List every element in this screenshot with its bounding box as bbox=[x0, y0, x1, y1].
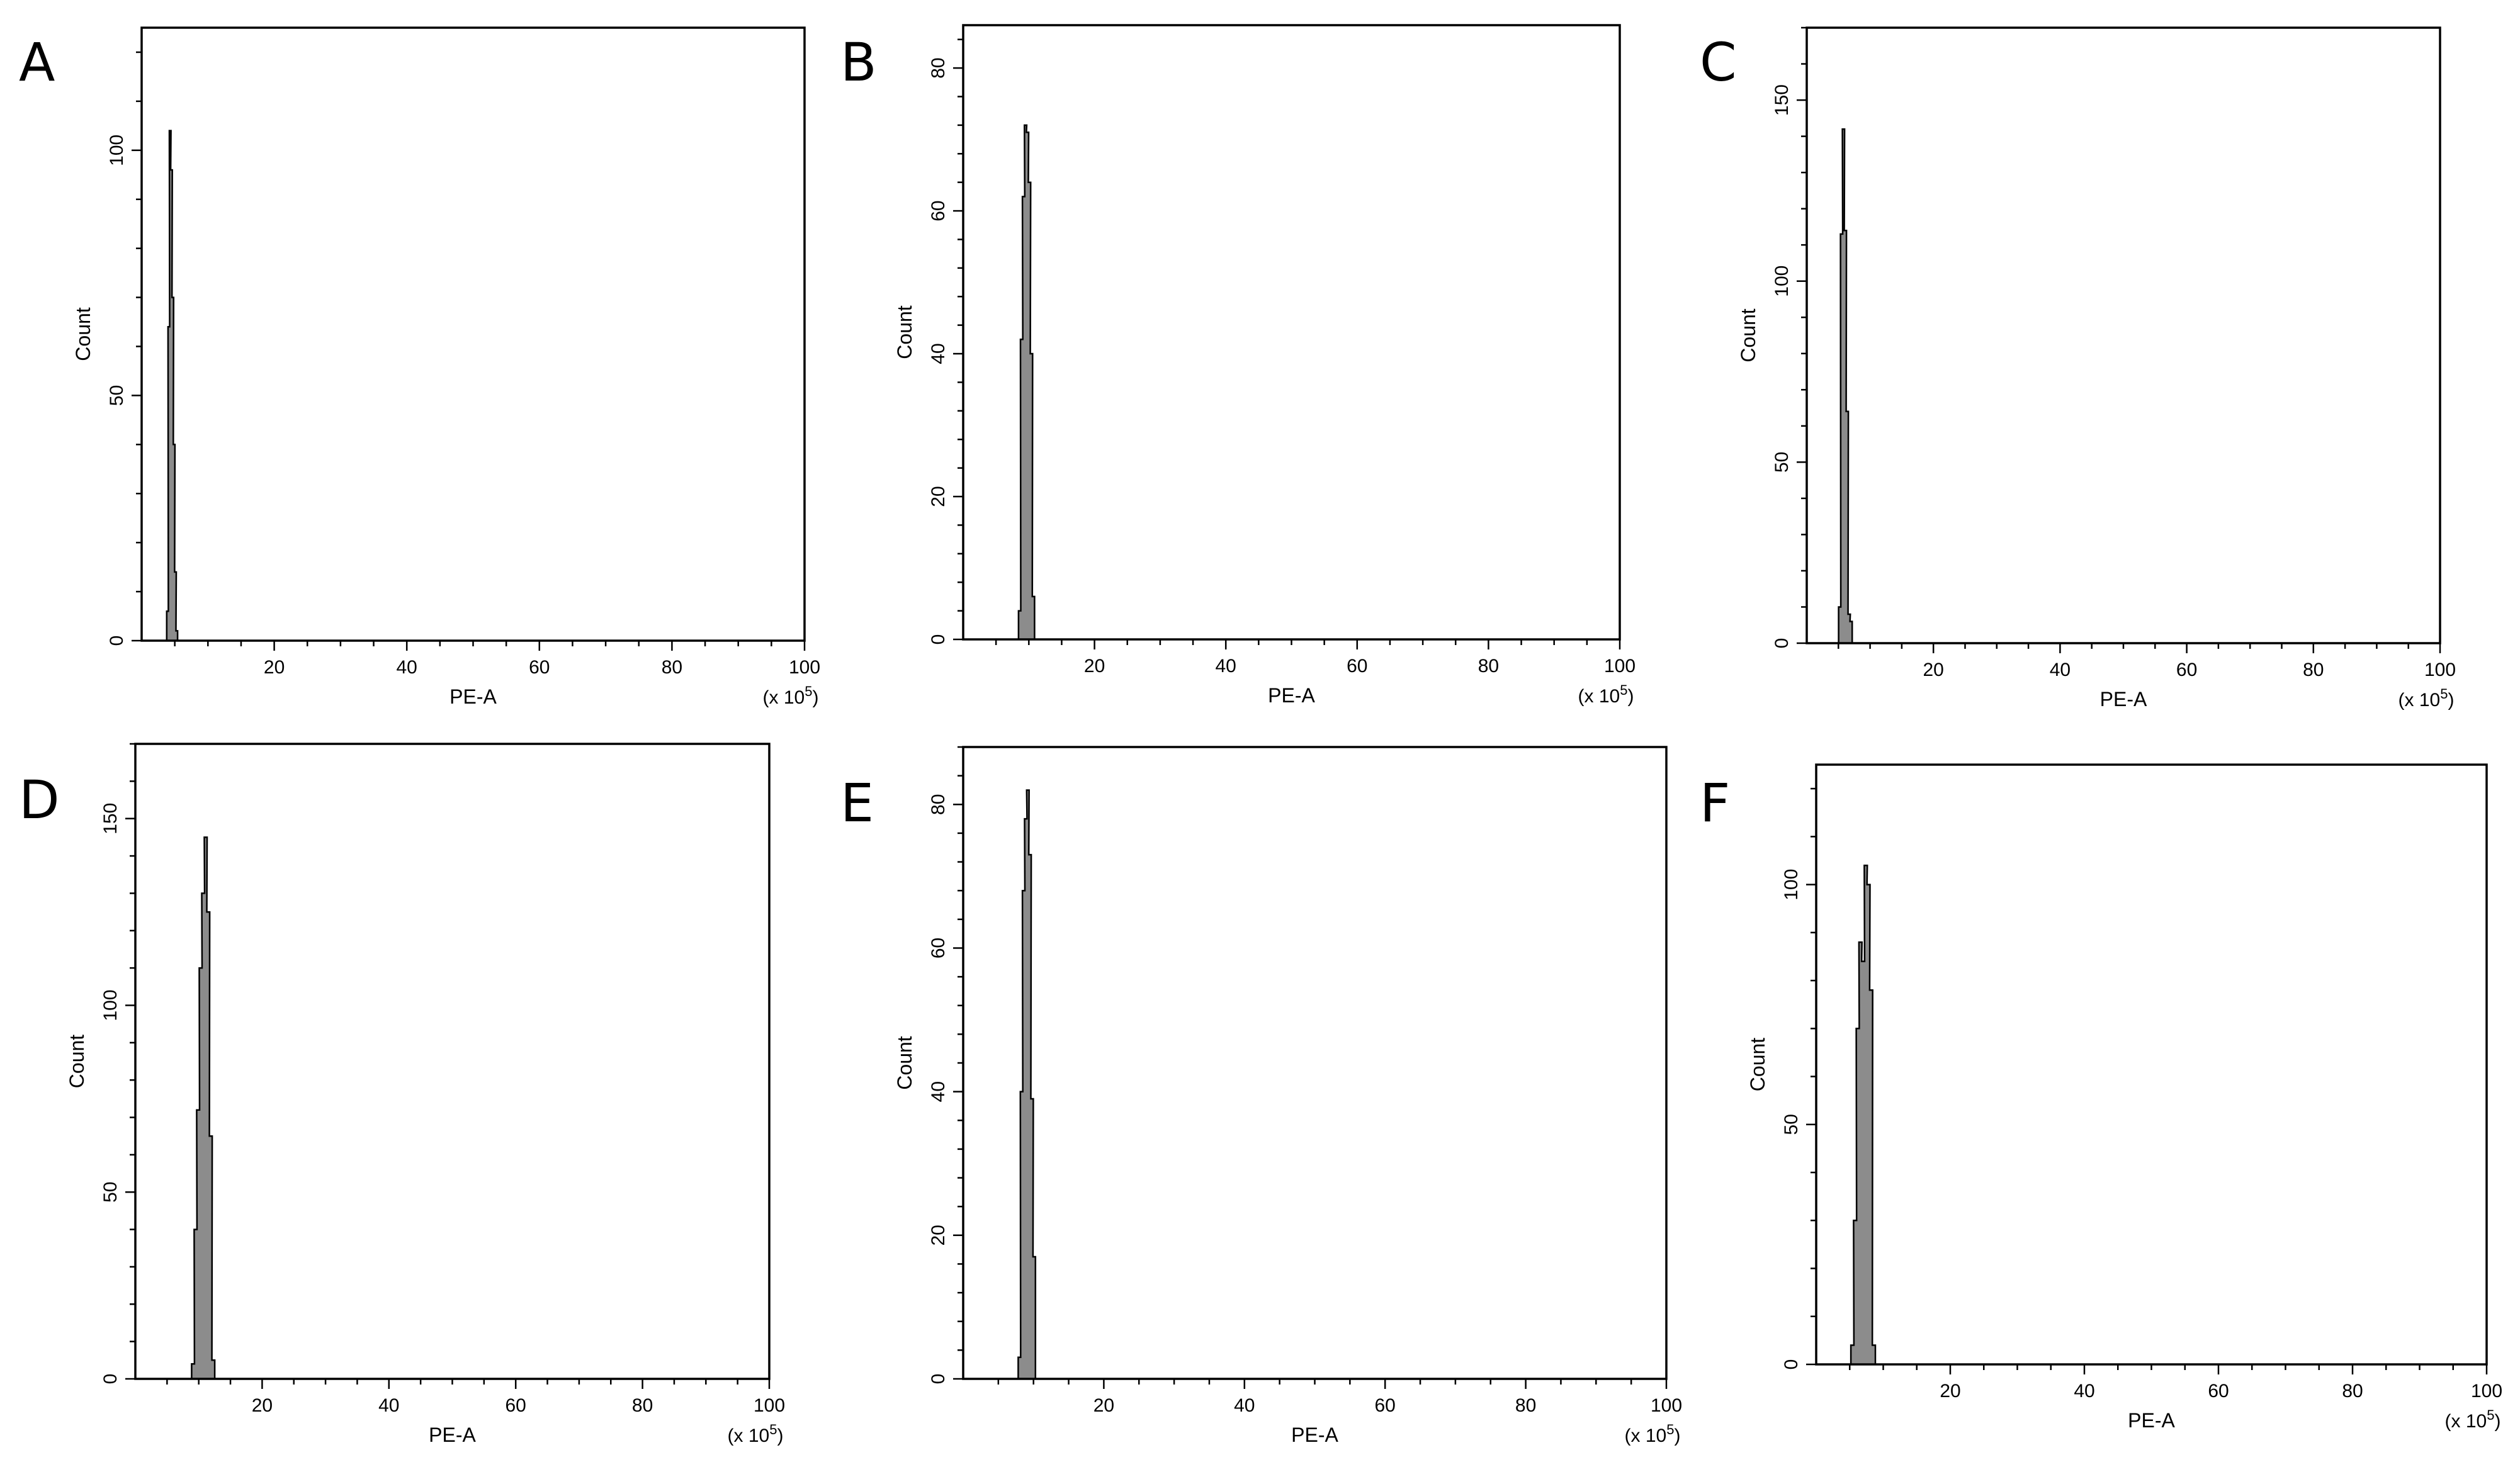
x-tick-label: 40 bbox=[1216, 656, 1236, 677]
x-axis-label: PE-A bbox=[2128, 1409, 2175, 1432]
plot-frame bbox=[140, 26, 806, 642]
y-tick-label: 150 bbox=[1771, 84, 1792, 116]
y-tick-label: 0 bbox=[928, 634, 949, 645]
y-axis-label: Count bbox=[893, 305, 916, 359]
y-tick-label: 100 bbox=[1771, 266, 1792, 297]
x-tick-label: 20 bbox=[1084, 656, 1105, 677]
y-tick-label: 150 bbox=[100, 803, 121, 834]
x-tick-label: 20 bbox=[1923, 660, 1944, 680]
y-axis-label: Count bbox=[893, 1036, 916, 1090]
x-tick-label: 80 bbox=[1515, 1395, 1536, 1416]
y-tick-label: 20 bbox=[928, 486, 949, 507]
y-tick-label: 40 bbox=[928, 1081, 949, 1102]
x-tick-label: 20 bbox=[1093, 1395, 1114, 1416]
y-tick-label: 0 bbox=[928, 1374, 949, 1385]
panel-letter: F bbox=[1700, 772, 1730, 834]
histogram-series bbox=[1838, 128, 1853, 644]
x-axis-label: PE-A bbox=[1268, 684, 1315, 707]
x-tick-label: 80 bbox=[662, 657, 682, 678]
plot-frame bbox=[134, 743, 771, 1380]
x-unit-label: (x 105) bbox=[1578, 682, 1634, 707]
y-axis-label: Count bbox=[1737, 308, 1760, 362]
y-tick-label: 60 bbox=[928, 938, 949, 958]
histogram-series bbox=[1017, 789, 1037, 1380]
x-tick-label: 40 bbox=[378, 1395, 399, 1416]
x-tick-label: 20 bbox=[264, 657, 285, 678]
y-tick-label: 50 bbox=[106, 385, 127, 406]
y-tick-label: 50 bbox=[1771, 452, 1792, 473]
x-tick-label: 100 bbox=[2471, 1381, 2502, 1402]
x-tick-label: 80 bbox=[1478, 656, 1499, 677]
histogram-series bbox=[191, 836, 216, 1380]
y-axis-label: Count bbox=[72, 307, 94, 361]
x-tick-label: 40 bbox=[2050, 660, 2071, 680]
y-tick-label: 0 bbox=[106, 636, 127, 646]
x-tick-label: 60 bbox=[2176, 660, 2197, 680]
x-tick-label: 80 bbox=[2342, 1381, 2363, 1402]
x-tick-label: 20 bbox=[1940, 1381, 1960, 1402]
x-tick-label: 100 bbox=[1651, 1395, 1682, 1416]
panel-letter: C bbox=[1700, 31, 1737, 93]
x-axis-label: PE-A bbox=[2100, 688, 2147, 711]
panel-b: B 20 40 60 80 100 0 20 40 60 80 PE-A (x 105) Count bbox=[840, 24, 1636, 707]
y-tick-label: 0 bbox=[1771, 638, 1792, 649]
y-tick-label: 60 bbox=[928, 200, 949, 221]
panel-letter: E bbox=[840, 772, 874, 834]
x-tick-label: 100 bbox=[754, 1395, 785, 1416]
y-tick-label: 100 bbox=[100, 989, 121, 1021]
x-tick-label: 100 bbox=[789, 657, 820, 678]
y-tick-label: 100 bbox=[1781, 869, 1802, 901]
y-tick-label: 0 bbox=[100, 1374, 121, 1385]
x-tick-label: 40 bbox=[1234, 1395, 1255, 1416]
x-axis-label: PE-A bbox=[1291, 1424, 1338, 1446]
x-tick-label: 60 bbox=[2208, 1381, 2229, 1402]
histogram-series bbox=[1017, 124, 1036, 641]
y-tick-label: 0 bbox=[1781, 1359, 1802, 1370]
y-tick-label: 80 bbox=[928, 57, 949, 78]
x-tick-label: 20 bbox=[252, 1395, 273, 1416]
panel-c: C 20 40 60 80 100 0 50 100 150 PE-A (x 105) Count bbox=[1700, 26, 2456, 711]
x-tick-label: 100 bbox=[2424, 660, 2456, 680]
panel-letter: D bbox=[19, 769, 60, 831]
histogram-series bbox=[1850, 864, 1877, 1366]
histogram-series bbox=[166, 130, 179, 642]
x-unit-label: (x 105) bbox=[2399, 686, 2455, 711]
panel-letter: A bbox=[19, 31, 55, 93]
y-tick-label: 100 bbox=[106, 135, 127, 166]
x-tick-label: 60 bbox=[529, 657, 550, 678]
plot-frame bbox=[962, 746, 1668, 1380]
x-axis-label: PE-A bbox=[449, 685, 497, 708]
x-axis-label: PE-A bbox=[429, 1424, 476, 1446]
x-tick-label: 40 bbox=[2074, 1381, 2094, 1402]
plot-frame bbox=[1805, 26, 2441, 644]
panel-a: A 20 40 60 80 100 0 50 100 PE-A (x 105) Count bbox=[19, 26, 820, 708]
panel-f: F 20 40 60 80 100 0 50 100 PE-A (x 105) Count bbox=[1700, 763, 2502, 1432]
y-tick-label: 50 bbox=[1781, 1114, 1802, 1135]
x-unit-label: (x 105) bbox=[2445, 1407, 2501, 1432]
panel-e: E 20 40 60 80 100 0 20 40 60 80 PE-A (x 105) Count bbox=[840, 746, 1682, 1446]
panel-letter: B bbox=[840, 31, 877, 93]
y-tick-label: 50 bbox=[100, 1182, 121, 1203]
plot-frame bbox=[1815, 763, 2488, 1366]
y-tick-label: 20 bbox=[928, 1225, 949, 1245]
panel-d: D 20 40 60 80 100 0 50 100 150 PE-A (x 105) Count bbox=[19, 743, 785, 1446]
x-tick-label: 100 bbox=[1604, 656, 1636, 677]
y-tick-label: 80 bbox=[928, 794, 949, 815]
y-axis-label: Count bbox=[65, 1035, 88, 1089]
x-tick-label: 80 bbox=[2303, 660, 2324, 680]
y-tick-label: 40 bbox=[928, 343, 949, 364]
x-tick-label: 60 bbox=[1375, 1395, 1396, 1416]
x-unit-label: (x 105) bbox=[1625, 1422, 1681, 1446]
plot-frame bbox=[962, 24, 1621, 641]
y-axis-label: Count bbox=[1746, 1038, 1769, 1092]
x-tick-label: 60 bbox=[1347, 656, 1367, 677]
x-tick-label: 80 bbox=[632, 1395, 653, 1416]
x-tick-label: 60 bbox=[506, 1395, 526, 1416]
x-unit-label: (x 105) bbox=[728, 1422, 784, 1446]
x-unit-label: (x 105) bbox=[763, 683, 819, 708]
x-tick-label: 40 bbox=[397, 657, 417, 678]
